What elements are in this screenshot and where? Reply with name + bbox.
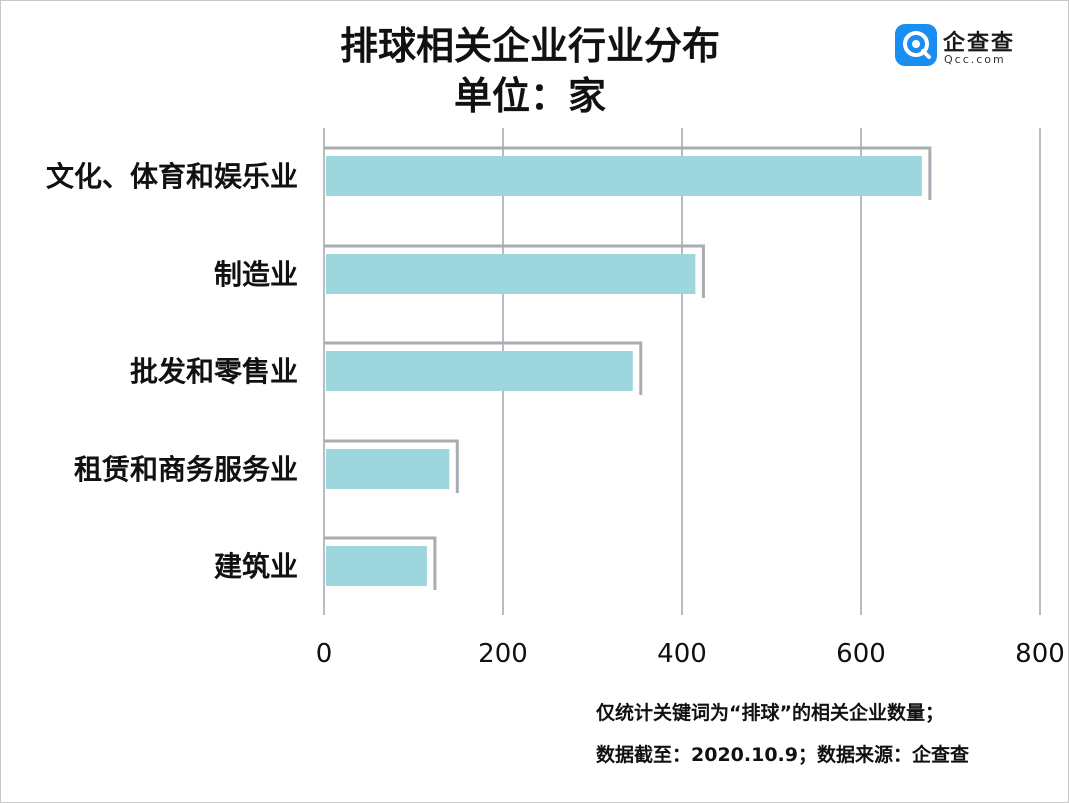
x-tick-label: 800 [1015, 639, 1065, 669]
qcc-logo: 企查查 Qcc.com [895, 24, 1030, 70]
bar [326, 351, 633, 391]
qcc-logo-icon [895, 24, 937, 66]
bar-shadow [324, 146, 932, 200]
chart-subtitle: 单位：家 [453, 74, 606, 118]
bar-shadow [324, 244, 705, 298]
logo-name-en: Qcc.com [944, 53, 1006, 66]
category-label: 文化、体育和娱乐业 [46, 160, 298, 193]
category-label: 制造业 [214, 258, 298, 291]
x-tick-label: 200 [478, 639, 528, 669]
category-label: 建筑业 [214, 550, 298, 583]
bar-shadow [324, 536, 437, 590]
bar-shadow [324, 341, 643, 395]
bar [326, 254, 696, 294]
logo-name-cn: 企查查 [943, 31, 1016, 56]
category-label: 租赁和商务服务业 [74, 453, 298, 486]
chart-title: 排球相关企业行业分布 [339, 24, 720, 68]
bars [324, 146, 932, 590]
bar [326, 449, 450, 489]
x-tick-label: 600 [836, 639, 886, 669]
category-label: 批发和零售业 [130, 355, 298, 388]
bar-shadow [324, 439, 459, 493]
bar [326, 156, 922, 196]
tick-labels: 0 200 400 600 800 [316, 639, 1065, 669]
footnote-scope: 仅统计关键词为“排球”的相关企业数量； [596, 702, 944, 724]
x-tick-label: 400 [657, 639, 707, 669]
bar [326, 546, 427, 586]
footnote-source: 数据截至：2020.10.9；数据来源：企查查 [596, 744, 969, 766]
x-tick-label: 0 [316, 639, 333, 669]
